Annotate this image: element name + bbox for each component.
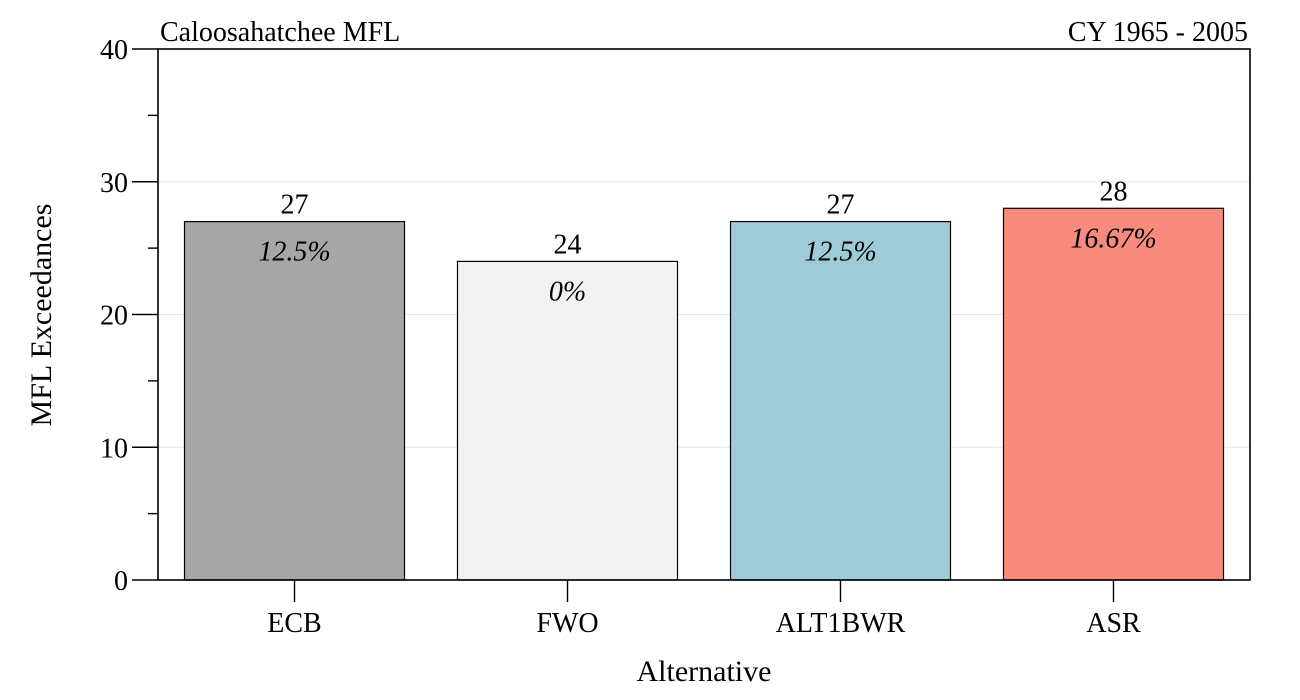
y-tick-label: 20 (100, 301, 128, 332)
chart-subtitle: CY 1965 - 2005 (1068, 17, 1248, 48)
y-tick-label: 30 (100, 168, 128, 199)
value-label: 27 (827, 190, 855, 221)
value-label: 27 (281, 190, 309, 221)
x-tick-label: ECB (267, 608, 321, 639)
y-tick-label: 0 (114, 566, 128, 597)
bars (183, 207, 1225, 581)
labels: 0 10 20 30 40 ECB 27 12.5% FWO 24 0% ALT1BWR 27 12.5%… (100, 35, 1157, 639)
percent-label: 0% (549, 276, 586, 307)
y-axis-title: MFL Exceedances (25, 204, 58, 427)
x-axis-title: Alternative (637, 655, 772, 688)
x-tick-label: FWO (536, 608, 598, 639)
percent-label: 12.5% (804, 237, 876, 268)
percent-label: 16.67% (1070, 223, 1156, 254)
value-label: 24 (554, 229, 582, 260)
bar-alt1bwr (729, 220, 952, 581)
x-tick-label: ASR (1086, 608, 1141, 639)
y-tick-label: 10 (100, 433, 128, 464)
axis-ticks (132, 48, 1115, 602)
y-tick-label: 40 (100, 35, 128, 66)
chart-title: Caloosahatchee MFL (160, 17, 400, 48)
bar-asr (1002, 207, 1225, 581)
bar-ecb (183, 220, 406, 581)
percent-label: 12.5% (258, 237, 330, 268)
bar-fwo (456, 260, 679, 581)
value-label: 28 (1100, 176, 1128, 207)
x-tick-label: ALT1BWR (776, 608, 906, 639)
